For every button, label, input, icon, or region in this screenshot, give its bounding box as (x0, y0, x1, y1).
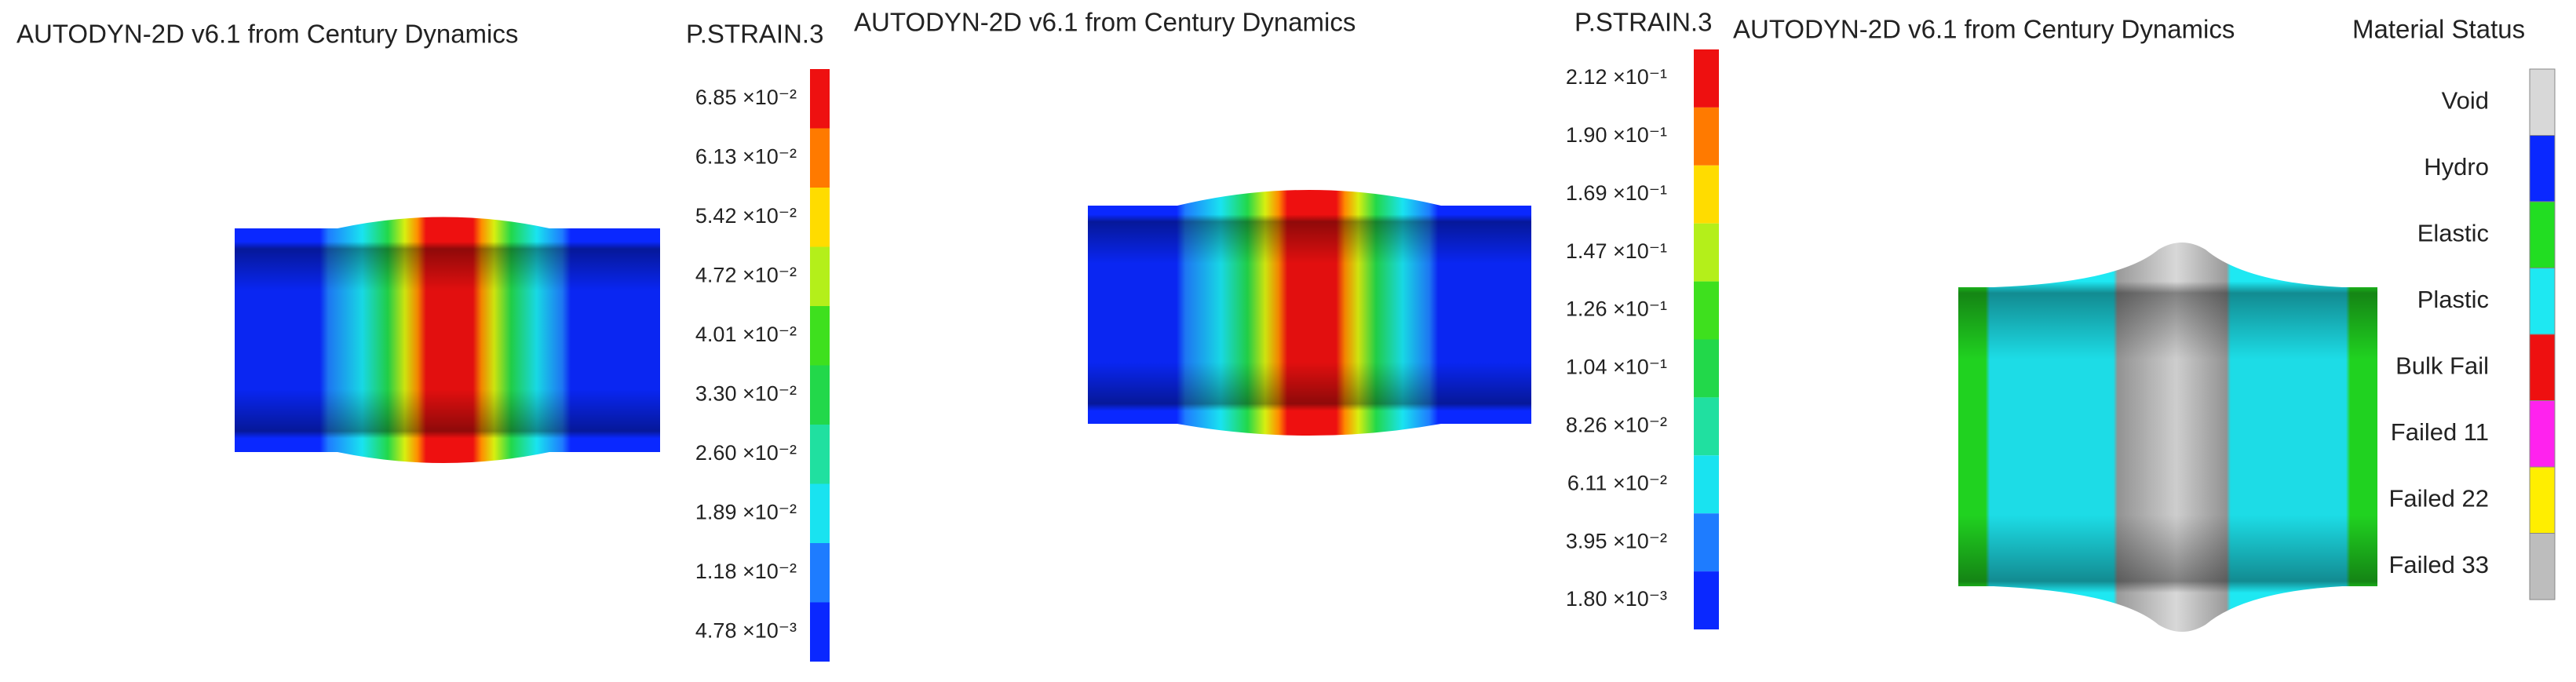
legend-label: 1.26 ×10⁻¹ (1566, 297, 1667, 321)
legend-swatch (1694, 571, 1719, 629)
legend-title: Material Status (2352, 15, 2525, 44)
legend-label: 5.42 ×10⁻² (695, 204, 797, 228)
legend-swatch (810, 425, 830, 484)
legend-swatch (810, 365, 830, 425)
legend-swatch (1694, 513, 1719, 572)
legend-label: Hydro (2424, 153, 2489, 181)
legend-label: Failed 33 (2388, 551, 2489, 578)
legend-swatch (810, 188, 830, 247)
legend-swatch (2529, 268, 2556, 335)
specimen-2 (1088, 190, 1531, 436)
legend-label: Plastic (2417, 286, 2489, 313)
legend-label: Bulk Fail (2395, 352, 2489, 379)
legend-swatch (2529, 135, 2556, 202)
legend-label: 1.18 ×10⁻² (695, 560, 797, 583)
legend-swatch (2529, 466, 2556, 534)
legend-swatch (2529, 201, 2556, 268)
legend-swatch (1694, 49, 1719, 108)
legend-label: 1.47 ×10⁻¹ (1566, 239, 1667, 263)
legend-label: 1.69 ×10⁻¹ (1566, 181, 1667, 205)
legend-label: 4.72 ×10⁻² (695, 263, 797, 286)
legend-label: 8.26 ×10⁻² (1566, 413, 1667, 436)
legend-label: 4.01 ×10⁻² (695, 323, 797, 346)
legend-label: 6.85 ×10⁻² (695, 86, 797, 109)
legend-label: 4.78 ×10⁻³ (695, 618, 797, 642)
legend-title: P.STRAIN.3 (686, 20, 823, 49)
legend-label: 2.12 ×10⁻¹ (1566, 65, 1667, 89)
legend-swatch (810, 246, 830, 306)
legend-label: 6.13 ×10⁻² (695, 144, 797, 168)
legend-swatch (1694, 455, 1719, 514)
panel-title: AUTODYN-2D v6.1 from Century Dynamics (1733, 15, 2235, 44)
legend-swatch (1694, 397, 1719, 456)
legend-label: 1.89 ×10⁻² (695, 500, 797, 523)
legend-swatch (810, 69, 830, 129)
legend-label: 1.04 ×10⁻¹ (1566, 356, 1667, 379)
legend-swatch (1694, 339, 1719, 398)
legend-swatch (1694, 107, 1719, 166)
legend-swatch (1694, 223, 1719, 282)
legend-swatch (2529, 400, 2556, 468)
legend-label: 3.95 ×10⁻² (1566, 529, 1667, 553)
legend-label: Elastic (2417, 219, 2489, 246)
legend-swatch (1694, 165, 1719, 224)
legend-label: 2.60 ×10⁻² (695, 441, 797, 465)
specimen-3 (1958, 243, 2377, 632)
legend-label: Failed 22 (2388, 484, 2489, 512)
panel-title: AUTODYN-2D v6.1 from Century Dynamics (16, 20, 518, 49)
legend-swatch (810, 543, 830, 603)
legend-swatch (2529, 68, 2556, 136)
legend-label: 1.90 ×10⁻¹ (1566, 123, 1667, 147)
legend-swatch (810, 128, 830, 188)
legend-swatch (810, 483, 830, 543)
legend-swatch (810, 602, 830, 662)
legend-swatch (1694, 281, 1719, 340)
legend-label: Void (2442, 86, 2489, 114)
legend-title: P.STRAIN.3 (1574, 8, 1712, 37)
specimen-1 (235, 217, 660, 463)
legend-label: 3.30 ×10⁻² (695, 381, 797, 405)
legend-swatch (2529, 533, 2556, 600)
legend-swatch (2529, 334, 2556, 401)
panel-title: AUTODYN-2D v6.1 from Century Dynamics (854, 8, 1356, 37)
legend-swatch (810, 306, 830, 366)
legend-label: 1.80 ×10⁻³ (1566, 587, 1667, 611)
legend-label: 6.11 ×10⁻² (1567, 471, 1667, 494)
legend-label: Failed 11 (2391, 418, 2489, 446)
